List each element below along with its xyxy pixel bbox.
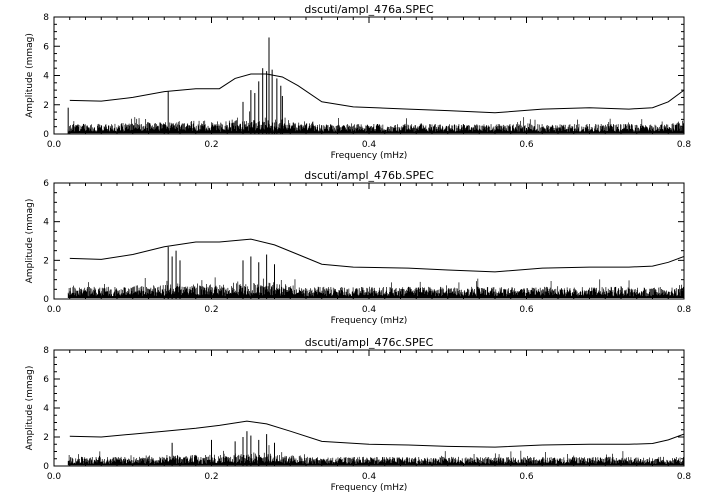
x-tick-label: 0.4 [362,305,377,315]
x-tick-label: 0.0 [47,305,62,315]
plot-frame [53,182,685,300]
plot-frame [53,349,685,467]
data-layer [67,420,684,466]
x-tick-label: 0.2 [204,140,218,150]
y-tick-label: 4 [43,404,49,414]
y-tick-label: 6 [43,375,49,385]
chart-panel-1: dscuti/ampl_476a.SPEC 0.0 0.2 0.4 0.6 0.8 0 2 4 6… [25,3,691,161]
data-layer [67,37,684,134]
x-tick-label: 0.6 [519,472,534,482]
x-tick-label: 0.4 [362,472,377,482]
y-tick-label: 0 [43,462,49,472]
y-tick-label: 0 [43,130,49,140]
x-tick-label: 0.4 [362,140,377,150]
x-tick-label: 0.0 [47,140,62,150]
chart-title: dscuti/ampl_476b.SPEC [304,169,434,182]
chart-panel-2: dscuti/ampl_476b.SPEC 0.0 0.2 0.4 0.6 0.8 0 2 4 6… [25,169,691,326]
noise-spectrum [67,111,684,134]
x-axis-title: Frequency (mHz) [331,316,408,326]
y-axis-title: Amplitude (mmag) [25,199,35,284]
noise-spectrum [67,445,684,466]
y-tick-label: 2 [43,101,49,111]
threshold-line [69,238,684,273]
threshold-line [69,420,684,448]
y-tick-label: 8 [43,13,49,23]
y-axis-title: Amplitude (mmag) [25,33,35,118]
x-tick-label: 0.2 [204,305,218,315]
y-tick-label: 6 [43,42,49,52]
plot-frame [53,16,685,135]
x-tick-label: 0.8 [677,140,692,150]
x-axis-title: Frequency (mHz) [331,483,408,493]
chart-title: dscuti/ampl_476c.SPEC [305,336,434,349]
y-tick-label: 6 [43,179,49,189]
x-tick-label: 0.2 [204,472,218,482]
y-tick-label: 4 [43,72,49,82]
x-tick-label: 0.8 [677,305,692,315]
x-tick-label: 0.0 [47,472,62,482]
y-tick-label: 0 [43,295,49,305]
x-tick-label: 0.6 [519,140,534,150]
y-tick-label: 8 [43,346,49,356]
data-layer [67,238,684,299]
x-axis-title: Frequency (mHz) [331,151,408,161]
y-tick-label: 2 [43,433,49,443]
y-tick-label: 2 [43,256,49,266]
y-axis-title: Amplitude (mmag) [25,366,35,451]
x-tick-label: 0.8 [677,472,692,482]
noise-spectrum [67,277,684,299]
chart-panel-3: dscuti/ampl_476c.SPEC 0.0 0.2 0.4 0.6 0.8 0 2 4 6… [25,336,691,493]
x-tick-label: 0.6 [519,305,534,315]
threshold-line [69,73,684,114]
chart-title: dscuti/ampl_476a.SPEC [304,3,434,16]
y-tick-label: 4 [43,218,49,228]
